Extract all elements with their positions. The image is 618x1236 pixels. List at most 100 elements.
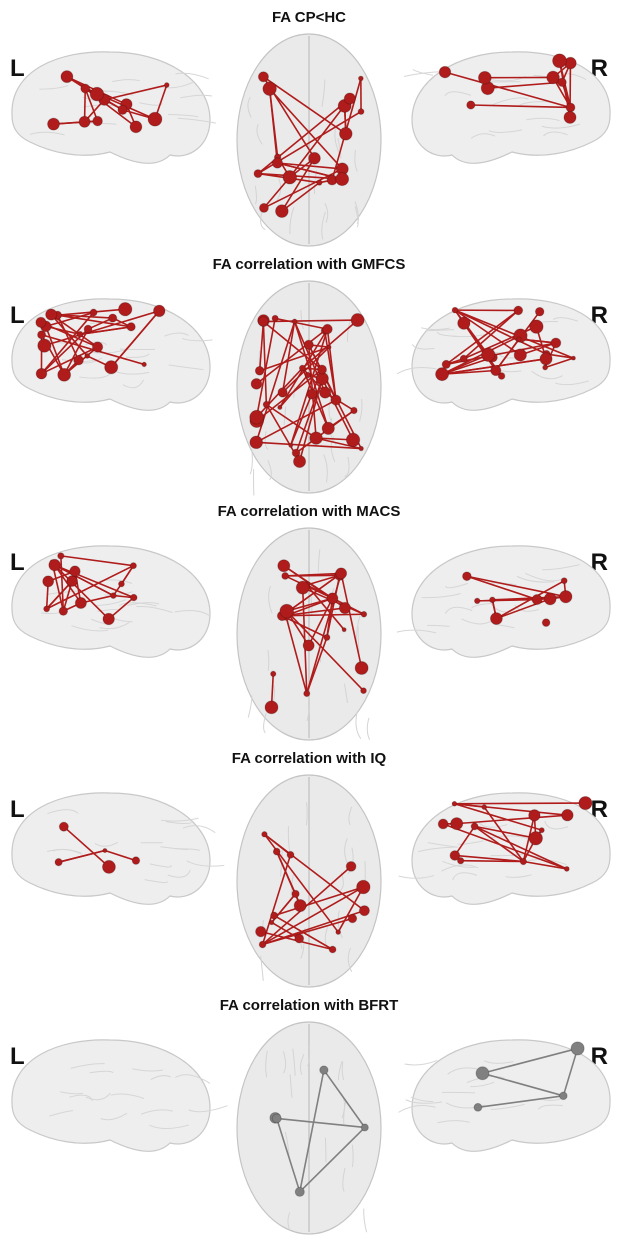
node xyxy=(482,805,487,810)
node xyxy=(255,366,264,375)
node xyxy=(283,170,297,184)
gyrus xyxy=(364,1208,367,1232)
node xyxy=(460,355,467,362)
node xyxy=(540,353,552,365)
node xyxy=(276,205,289,218)
node xyxy=(309,152,321,164)
edge xyxy=(285,575,339,576)
node xyxy=(43,576,54,587)
node xyxy=(262,832,268,838)
node xyxy=(329,946,336,953)
node xyxy=(336,568,347,579)
node xyxy=(127,323,135,331)
node xyxy=(560,590,572,602)
node xyxy=(271,671,276,676)
node xyxy=(164,83,169,88)
node xyxy=(458,317,470,329)
node xyxy=(357,880,370,893)
left-label: L xyxy=(10,549,25,576)
node xyxy=(520,858,526,864)
node xyxy=(451,818,463,830)
panel-title: FA correlation with IQ xyxy=(232,750,387,767)
node xyxy=(562,809,574,821)
node xyxy=(256,926,266,936)
node xyxy=(59,607,67,615)
brain-lateral xyxy=(412,1040,610,1151)
node xyxy=(436,368,449,381)
node xyxy=(339,602,350,613)
node xyxy=(77,331,83,337)
node xyxy=(292,319,297,324)
node xyxy=(295,1187,304,1196)
node xyxy=(344,93,355,104)
node xyxy=(258,72,268,82)
node xyxy=(58,368,71,381)
gyrus xyxy=(356,712,361,739)
node xyxy=(258,317,268,327)
node xyxy=(130,594,137,601)
node xyxy=(355,661,368,674)
node xyxy=(110,593,116,599)
node xyxy=(44,606,50,612)
node xyxy=(273,848,280,855)
node xyxy=(296,581,309,594)
node xyxy=(438,819,448,829)
node xyxy=(307,389,317,399)
node xyxy=(58,553,64,559)
node xyxy=(476,1067,489,1080)
panel-title: FA CP<HC xyxy=(272,9,346,26)
node xyxy=(317,365,326,374)
node xyxy=(336,930,341,935)
node xyxy=(481,348,494,361)
edge xyxy=(461,861,524,862)
node xyxy=(322,422,334,434)
node xyxy=(551,338,561,348)
node xyxy=(295,934,304,943)
node xyxy=(471,823,478,830)
node xyxy=(544,593,556,605)
gyrus xyxy=(405,1060,438,1064)
node xyxy=(564,866,569,871)
node xyxy=(278,405,282,409)
figure: FA CP<HCLRFA correlation with GMFCSLRFA … xyxy=(0,0,618,1236)
node xyxy=(282,572,289,579)
panel-title: FA correlation with BFRT xyxy=(220,997,399,1014)
panel-title: FA correlation with MACS xyxy=(218,503,401,520)
node xyxy=(74,355,84,365)
node xyxy=(564,111,576,123)
node xyxy=(85,353,90,358)
node xyxy=(75,597,86,608)
node xyxy=(90,87,104,101)
node xyxy=(331,395,341,405)
node xyxy=(359,446,364,451)
node xyxy=(327,593,338,604)
node xyxy=(259,941,266,948)
node xyxy=(571,1042,584,1055)
page: FA CP<HCLRFA correlation with GMFCSLRFA … xyxy=(0,0,618,1236)
node xyxy=(67,576,78,587)
node xyxy=(259,203,268,212)
node xyxy=(359,906,369,916)
node xyxy=(132,857,140,865)
node xyxy=(342,628,346,632)
node xyxy=(304,340,313,349)
node xyxy=(474,598,480,604)
node xyxy=(102,860,115,873)
node xyxy=(327,345,331,349)
node xyxy=(317,180,322,185)
node xyxy=(36,317,46,327)
node xyxy=(351,407,358,414)
gyrus xyxy=(325,1138,326,1163)
node xyxy=(320,387,331,398)
node xyxy=(81,84,90,93)
node xyxy=(305,372,311,378)
node xyxy=(558,78,567,87)
node xyxy=(543,365,548,370)
node xyxy=(119,302,132,315)
panel: FA correlation with GMFCSLR xyxy=(10,256,610,495)
gyrus xyxy=(250,449,252,474)
node xyxy=(92,342,102,352)
node xyxy=(272,315,278,321)
node xyxy=(530,320,543,333)
node xyxy=(542,619,550,627)
